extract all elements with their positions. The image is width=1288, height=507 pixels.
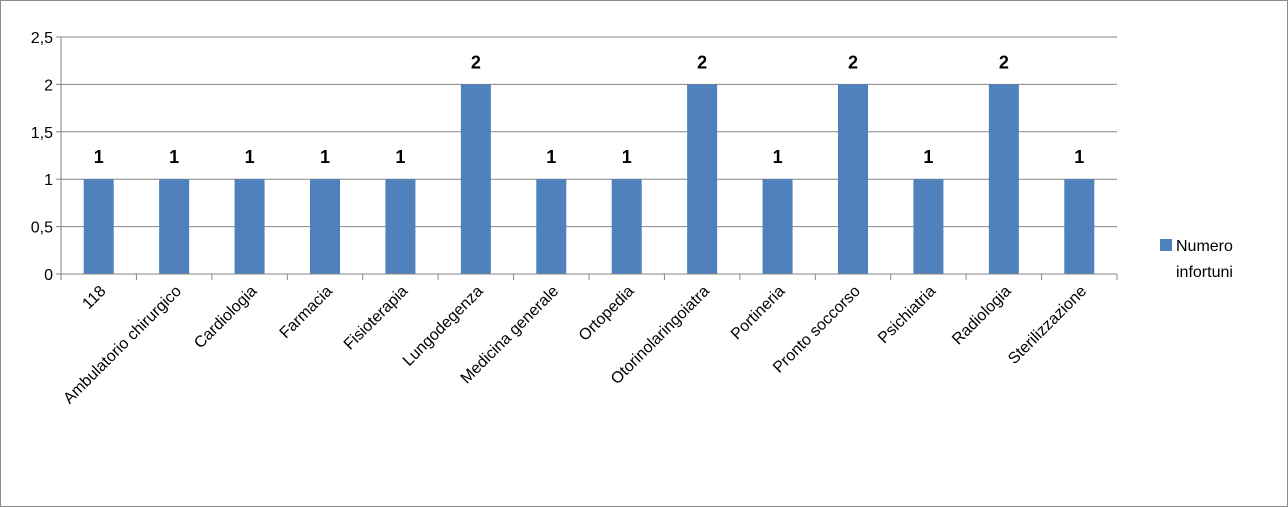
- legend-swatch: [1160, 239, 1172, 251]
- y-tick-label: 1: [44, 172, 53, 189]
- data-label: 1: [923, 147, 933, 167]
- bar-pronto-soccorso: [838, 84, 868, 275]
- bar-fisioterapia: [385, 179, 416, 274]
- y-tick-label: 2: [44, 77, 53, 94]
- y-tick-label: 2,5: [31, 30, 53, 47]
- x-tick-label: 118: [79, 283, 109, 313]
- x-tick-label: Ortopedia: [576, 283, 638, 345]
- y-tick-label: 0: [44, 267, 53, 284]
- data-label: 1: [546, 147, 556, 167]
- data-label: 2: [697, 52, 707, 72]
- bar-radiologia: [988, 84, 1019, 275]
- bar-cardiologia: [234, 179, 265, 274]
- data-label: 2: [848, 52, 858, 72]
- x-tick-label: Radiologia: [949, 283, 1015, 349]
- data-label: 1: [320, 147, 330, 167]
- bar-lungodegenza: [460, 84, 491, 275]
- grid-lines: [61, 36, 1117, 228]
- legend-label-line-1: Numero: [1176, 238, 1233, 255]
- data-labels: 1 1 1 1 1 2 1 1 2 1 2 1 2 1: [94, 52, 1085, 167]
- bar-otorinolaringoiatra: [687, 84, 718, 275]
- legend: Numero infortuni: [1160, 238, 1233, 281]
- bar-psichiatria: [913, 179, 944, 274]
- y-tick-label: 1,5: [31, 125, 53, 142]
- data-label: 2: [999, 52, 1009, 72]
- data-label: 1: [245, 147, 255, 167]
- bars: [83, 84, 1095, 275]
- bar-ortopedia: [611, 179, 642, 274]
- x-tick-label: Psichiatria: [875, 283, 939, 347]
- bar-farmacia: [310, 179, 340, 274]
- y-tick-label: 0,5: [31, 220, 53, 237]
- x-tick-label: Farmacia: [277, 283, 336, 342]
- data-label: 1: [94, 147, 104, 167]
- x-tick-label: Portineria: [728, 283, 789, 344]
- y-axis-ticks: 0 0,5 1 1,5 2 2,5: [31, 30, 53, 284]
- bar-118: [83, 179, 114, 274]
- axes: [56, 36, 1118, 280]
- bar-medicina-generale: [536, 179, 567, 274]
- x-tick-label: Sterilizzazione: [1005, 283, 1090, 368]
- bar-portineria: [762, 179, 793, 274]
- legend-label-line-2: infortuni: [1176, 264, 1233, 281]
- x-tick-label: Fisioterapia: [341, 283, 412, 354]
- data-label: 1: [622, 147, 632, 167]
- data-label: 2: [471, 52, 481, 72]
- data-label: 1: [1074, 147, 1084, 167]
- data-label: 1: [773, 147, 783, 167]
- data-label: 1: [169, 147, 179, 167]
- data-label: 1: [395, 147, 405, 167]
- bar-sterilizzazione: [1064, 179, 1095, 274]
- x-tick-label: Lungodegenza: [400, 283, 487, 370]
- x-tick-label: Cardiologia: [191, 283, 260, 352]
- bar-ambulatorio-chirurgico: [159, 179, 190, 274]
